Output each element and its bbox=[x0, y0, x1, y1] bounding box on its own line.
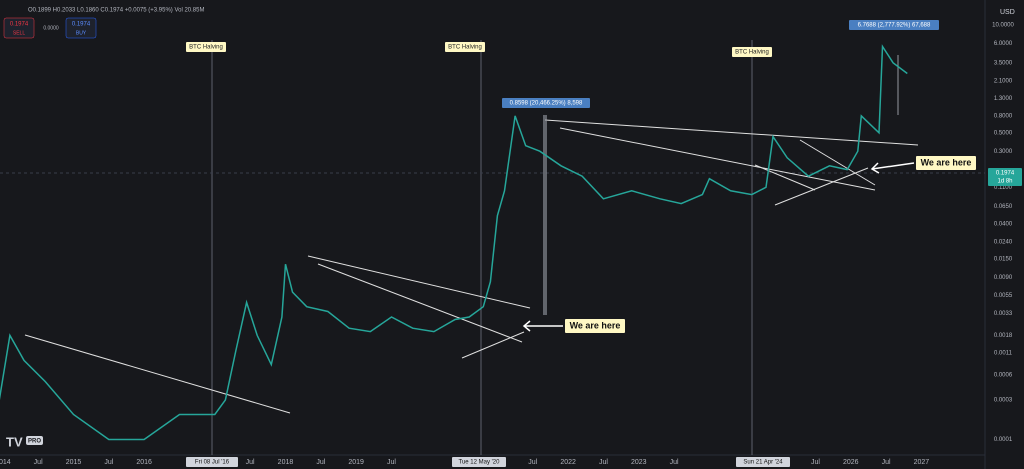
price-line bbox=[0, 44, 908, 441]
annotation-box bbox=[732, 47, 772, 57]
x-tick-label: 2016 bbox=[136, 459, 152, 466]
y-tick-label: 0.0400 bbox=[994, 221, 1013, 227]
sell-button[interactable] bbox=[3, 17, 35, 39]
y-tick-label: 0.3000 bbox=[994, 149, 1013, 155]
annotation-box bbox=[988, 168, 1022, 178]
y-tick-label: 0.0650 bbox=[994, 204, 1013, 210]
trend-line bbox=[799, 139, 876, 186]
y-tick-label: 0.0001 bbox=[994, 437, 1013, 443]
y-tick-label: 3.5000 bbox=[994, 60, 1013, 66]
buy-label: BUY bbox=[76, 30, 87, 36]
y-tick-label: 0.5000 bbox=[994, 130, 1013, 136]
annotation: BTC Halving bbox=[189, 45, 223, 51]
x-tick-label: Jul bbox=[246, 459, 255, 466]
y-tick-label: 0.0006 bbox=[994, 373, 1013, 379]
x-tick-label: 2026 bbox=[843, 459, 859, 466]
sell-label: SELL bbox=[13, 30, 25, 36]
y-tick-label: 10.0000 bbox=[992, 23, 1014, 29]
y-tick-label: 1.3000 bbox=[994, 96, 1013, 102]
x-tick-label: Jul bbox=[316, 459, 325, 466]
x-tick-label: 2023 bbox=[631, 459, 647, 466]
trend-line bbox=[754, 164, 816, 191]
x-tick-label: Jul bbox=[528, 459, 537, 466]
trend-line bbox=[24, 334, 291, 414]
annotation-box bbox=[186, 457, 238, 467]
annotation-box bbox=[186, 42, 226, 52]
annotation-box bbox=[565, 319, 625, 333]
annotation-box bbox=[988, 176, 1022, 186]
annotation: 1d 8h bbox=[997, 179, 1012, 185]
y-tick-label: 6.0000 bbox=[994, 41, 1013, 47]
annotation: 0.8598 (20,466.25%) 8,598 bbox=[510, 101, 583, 107]
annotation: BTC Halving bbox=[735, 50, 769, 56]
annotation-box bbox=[452, 457, 506, 467]
annotation: 0.1974 bbox=[996, 171, 1015, 177]
x-tick-label: Jul bbox=[882, 459, 891, 466]
x-tick-label: 2018 bbox=[278, 459, 294, 466]
trend-line bbox=[544, 119, 919, 146]
logo-badge-bg bbox=[26, 436, 43, 445]
trend-line bbox=[461, 331, 525, 359]
y-tick-label: 0.0033 bbox=[994, 311, 1013, 317]
spread: 0.0000 bbox=[43, 25, 59, 31]
x-tick-label: Jul bbox=[34, 459, 43, 466]
x-tick-label: Jul bbox=[811, 459, 820, 466]
annotation-box bbox=[849, 20, 939, 30]
annotation: We are here bbox=[921, 157, 972, 167]
annotation-box bbox=[445, 42, 485, 52]
y-tick-label: 0.0003 bbox=[994, 398, 1013, 404]
y-tick-label: 0.0011 bbox=[994, 351, 1013, 357]
x-tick-label: Jul bbox=[387, 459, 396, 466]
x-tick-label: 2022 bbox=[560, 459, 576, 466]
annotation: BTC Halving bbox=[448, 45, 482, 51]
annotation: We are here bbox=[570, 320, 621, 330]
annotation-box bbox=[502, 98, 590, 108]
y-tick-label: 0.0018 bbox=[994, 333, 1013, 339]
annotation: Fri 08 Jul '16 bbox=[195, 460, 230, 466]
x-tick-label: 2027 bbox=[914, 459, 930, 466]
x-tick-label: 2014 bbox=[0, 459, 11, 466]
arrow bbox=[870, 162, 915, 174]
y-tick-label: 0.0150 bbox=[994, 257, 1013, 263]
y-tick-label: 0.8000 bbox=[994, 113, 1013, 119]
currency[interactable]: USD bbox=[1000, 9, 1015, 16]
trend-line bbox=[307, 255, 531, 309]
sell-price: 0.1974 bbox=[10, 22, 29, 28]
logo-badge: PRO bbox=[28, 439, 41, 445]
annotation: 6.7688 (2,777.92%) 67,688 bbox=[858, 23, 931, 29]
x-tick-label: Jul bbox=[104, 459, 113, 466]
trend-lines bbox=[24, 119, 919, 414]
y-tick-label: 0.0055 bbox=[994, 293, 1013, 299]
buy-button[interactable] bbox=[65, 17, 97, 39]
y-tick-label: 0.0090 bbox=[994, 275, 1013, 281]
y-tick-label: 0.0240 bbox=[994, 240, 1013, 246]
trend-line bbox=[774, 167, 869, 206]
annotation-box bbox=[736, 457, 790, 467]
buy-price: 0.1974 bbox=[72, 22, 91, 28]
x-tick-label: Jul bbox=[670, 459, 679, 466]
annotation: Tue 12 May '20 bbox=[459, 460, 501, 466]
annotation: Sun 21 Apr '24 bbox=[743, 460, 783, 466]
trend-line bbox=[317, 263, 523, 343]
logo: TV bbox=[6, 434, 23, 449]
y-tick-label: 2.1000 bbox=[994, 79, 1013, 85]
x-tick-label: 2019 bbox=[348, 459, 364, 466]
trend-line bbox=[559, 127, 876, 191]
ohlc: O0.1899 H0.2033 L0.1860 C0.1974 +0.0075 … bbox=[28, 8, 204, 14]
x-tick-label: 2015 bbox=[66, 459, 82, 466]
x-tick-label: Jul bbox=[599, 459, 608, 466]
annotation-box bbox=[916, 156, 976, 170]
arrow bbox=[522, 320, 563, 332]
y-tick-label: 0.1100 bbox=[994, 185, 1013, 191]
